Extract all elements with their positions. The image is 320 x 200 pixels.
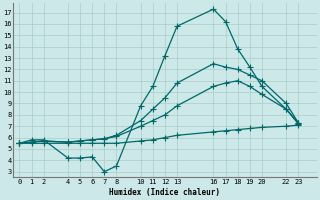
X-axis label: Humidex (Indice chaleur): Humidex (Indice chaleur) (109, 188, 220, 197)
